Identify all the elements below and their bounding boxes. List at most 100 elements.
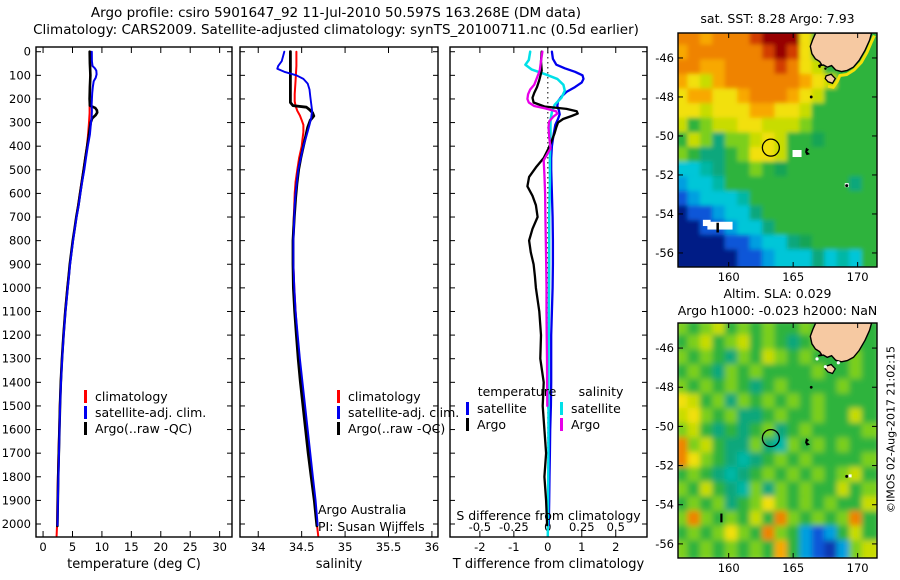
svg-text:-1: -1	[508, 540, 519, 554]
climatology-swatch-icon	[84, 389, 87, 403]
legend-label: Argo	[477, 416, 507, 432]
xlabel-salinity: salinity	[315, 557, 363, 572]
svg-text:-46: -46	[655, 51, 674, 65]
legend-label: satellite	[477, 400, 527, 416]
svg-text:-54: -54	[655, 498, 674, 512]
svg-text:1600: 1600	[2, 423, 31, 437]
svg-text:300: 300	[9, 116, 31, 130]
svg-text:-48: -48	[655, 380, 674, 394]
svg-text:34.5: 34.5	[289, 540, 315, 554]
svg-text:800: 800	[9, 234, 31, 248]
dt-satellite-swatch-icon	[466, 401, 469, 415]
svg-text:1400: 1400	[2, 375, 31, 389]
svg-text:-52: -52	[655, 168, 674, 182]
svg-text:-56: -56	[655, 246, 674, 260]
svg-text:5: 5	[69, 540, 76, 554]
legend-item: climatology	[337, 388, 459, 404]
figure-title-line2: Climatology: CARS2009. Satellite-adjuste…	[33, 22, 639, 38]
legend-item: Argo(..raw -QC)	[84, 420, 206, 436]
svg-text:-48: -48	[655, 90, 674, 104]
svg-text:400: 400	[9, 139, 31, 153]
legend-item: satellite-adj. clim.	[84, 404, 206, 420]
argo-swatch-icon	[84, 421, 87, 435]
svg-text:1000: 1000	[2, 281, 31, 295]
legend-item: satellite-adj. clim.	[337, 404, 459, 420]
argo-swatch-icon	[337, 421, 340, 435]
svg-text:-50: -50	[655, 129, 674, 143]
svg-text:0.25: 0.25	[569, 520, 595, 534]
climatology-swatch-icon	[337, 389, 340, 403]
svg-text:-0.25: -0.25	[499, 520, 529, 534]
figure-title-line1: Argo profile: csiro 5901647_92 11-Jul-20…	[90, 5, 582, 21]
svg-text:15: 15	[124, 540, 139, 554]
svg-text:10: 10	[95, 540, 110, 554]
svg-text:1300: 1300	[2, 352, 31, 366]
svg-text:1500: 1500	[2, 399, 31, 413]
svg-text:-0.5: -0.5	[469, 520, 491, 534]
legend-item: Argo(..raw -QC)	[337, 420, 459, 436]
ds-satellite-swatch-icon	[560, 401, 563, 415]
legend-label: climatology	[95, 388, 168, 404]
svg-text:1900: 1900	[2, 493, 31, 507]
legend-item: Argo	[560, 416, 621, 432]
svg-text:-46: -46	[655, 341, 674, 355]
legend-header-salinity: salinity	[578, 384, 624, 399]
svg-text:100: 100	[9, 68, 31, 82]
svg-text:-2: -2	[474, 540, 485, 554]
imos-watermark: ©IMOS 02-Aug-2017 21:02:15	[884, 346, 898, 513]
legend-item: satellite	[466, 400, 527, 416]
svg-text:35: 35	[338, 540, 353, 554]
svg-text:34: 34	[251, 540, 266, 554]
ds-argo-swatch-icon	[560, 417, 563, 431]
svg-text:-50: -50	[655, 419, 674, 433]
svg-text:-54: -54	[655, 207, 674, 221]
svg-text:170: 170	[847, 561, 869, 575]
credit-line2: PI: Susan Wijffels	[318, 519, 425, 534]
svg-text:2: 2	[612, 540, 619, 554]
xlabel-temperature: temperature (deg C)	[67, 557, 201, 572]
legend-difference-temperature: satellite Argo	[466, 400, 527, 432]
legend-header-temperature: temperature	[477, 384, 557, 399]
svg-text:160: 160	[718, 270, 740, 284]
svg-text:35.5: 35.5	[376, 540, 402, 554]
xlabel-t-difference: T difference from climatology	[452, 557, 645, 572]
svg-text:36: 36	[425, 540, 440, 554]
svg-text:0: 0	[544, 540, 551, 554]
svg-text:0: 0	[39, 540, 46, 554]
legend-temperature-panel: climatology satellite-adj. clim. Argo(..…	[84, 388, 206, 436]
svg-text:30: 30	[212, 540, 227, 554]
label-s-difference: S difference from climatology	[456, 508, 641, 523]
dt-argo-swatch-icon	[466, 417, 469, 431]
legend-label: climatology	[348, 388, 421, 404]
legend-item: Argo	[466, 416, 527, 432]
legend-label: Argo(..raw -QC)	[95, 420, 193, 436]
svg-text:1100: 1100	[2, 304, 31, 318]
credit-block: Argo Australia PI: Susan Wijffels	[318, 501, 425, 535]
svg-text:1700: 1700	[2, 446, 31, 460]
satellite-clim-swatch-icon	[84, 405, 87, 419]
svg-text:25: 25	[183, 540, 198, 554]
svg-text:-52: -52	[655, 459, 674, 473]
svg-text:900: 900	[9, 257, 31, 271]
legend-item: climatology	[84, 388, 206, 404]
sla-map-title-line2: Argo h1000: -0.023 h2000: NaN	[677, 303, 878, 318]
svg-text:600: 600	[9, 186, 31, 200]
svg-text:170: 170	[847, 270, 869, 284]
svg-text:700: 700	[9, 210, 31, 224]
svg-text:0: 0	[24, 45, 31, 59]
satellite-clim-swatch-icon	[337, 405, 340, 419]
sst-map-title: sat. SST: 8.28 Argo: 7.93	[700, 11, 855, 26]
svg-text:1: 1	[578, 540, 585, 554]
legend-label: satellite-adj. clim.	[95, 404, 207, 420]
svg-text:500: 500	[9, 163, 31, 177]
svg-text:165: 165	[782, 561, 804, 575]
credit-line1: Argo Australia	[318, 502, 407, 517]
legend-difference-salinity: satellite Argo	[560, 400, 621, 432]
svg-text:-56: -56	[655, 537, 674, 551]
legend-label: satellite-adj. clim.	[348, 404, 460, 420]
svg-text:200: 200	[9, 92, 31, 106]
svg-text:2000: 2000	[2, 517, 31, 531]
legend-item: satellite	[560, 400, 621, 416]
